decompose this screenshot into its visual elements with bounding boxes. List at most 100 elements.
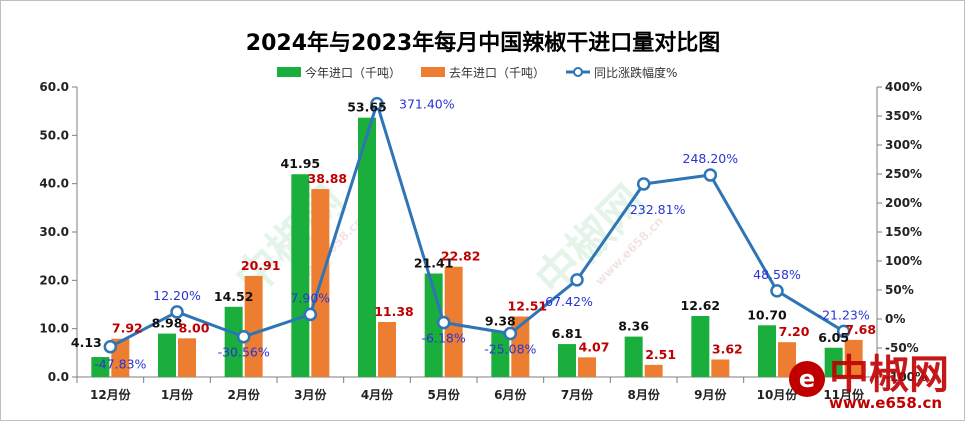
axes: 0.0 10.0 20.0 30.0 40.0 50.0 60.0 -100% -50% 0% 50…: [39, 80, 927, 402]
bar-previous: [378, 321, 396, 377]
logo-url-text: www.e658.cn: [829, 394, 942, 412]
label-current: 21.41: [414, 256, 454, 271]
right-tick-label: 150%: [885, 225, 922, 239]
label-previous: 11.38: [374, 304, 414, 319]
category-label: 8月份: [627, 387, 660, 402]
logo-brand-text: 中椒网: [829, 352, 949, 398]
label-yoy: -25.08%: [484, 342, 536, 357]
left-tick-label: 0.0: [48, 370, 69, 384]
bar-current: [158, 333, 176, 377]
bar-previous: [644, 364, 663, 377]
bar-current: [91, 357, 110, 377]
bar-current: [624, 336, 643, 377]
bars: [91, 117, 863, 378]
label-current: 8.36: [618, 319, 649, 334]
legend: 今年进口（千吨） 去年进口（千吨） 同比涨跌幅度%: [277, 65, 677, 80]
left-tick-label: 10.0: [39, 322, 69, 336]
label-previous: 7.92: [112, 321, 143, 336]
label-current: 9.38: [485, 314, 516, 329]
chart-title: 2024年与2023年每月中国辣椒干进口量对比图: [246, 30, 720, 56]
label-current: 6.05: [818, 330, 849, 345]
label-yoy: 232.81%: [630, 202, 686, 217]
legend-label-2: 同比涨跌幅度%: [594, 65, 677, 80]
legend-swatch-0: [277, 67, 301, 77]
label-yoy: 48.58%: [753, 267, 801, 282]
legend-label-0: 今年进口（千吨）: [305, 65, 401, 80]
label-yoy: -47.83%: [94, 357, 146, 372]
label-previous: 8.00: [179, 320, 210, 335]
logo-mark-letter: e: [799, 365, 815, 393]
category-label: 10月份: [757, 387, 799, 402]
right-tick-label: 200%: [885, 196, 922, 210]
left-tick-label: 40.0: [39, 177, 69, 191]
category-label: 9月份: [694, 387, 727, 402]
label-current: 8.98: [152, 316, 183, 331]
category-label: 1月份: [161, 387, 194, 402]
yoy-line: [103, 96, 851, 354]
yoy-point: [370, 96, 384, 111]
right-tick-label: 300%: [885, 138, 922, 152]
bar-previous: [244, 275, 263, 377]
label-previous: 2.51: [645, 347, 676, 362]
right-tick-label: 50%: [885, 283, 914, 297]
left-tick-label: 30.0: [39, 225, 69, 239]
yoy-line-path: [109, 102, 845, 349]
yoy-point: [303, 307, 318, 322]
label-previous: 3.62: [712, 342, 743, 357]
label-previous: 38.88: [308, 171, 348, 186]
bar-previous: [844, 339, 863, 377]
yoy-point: [570, 273, 584, 287]
yoy-point: [836, 324, 851, 339]
legend-label-1: 去年进口（千吨）: [449, 66, 545, 80]
yoy-point: [636, 177, 651, 191]
bar-current: [558, 344, 576, 377]
yoy-point: [770, 284, 784, 298]
category-label: 7月份: [561, 387, 594, 402]
label-yoy: -21.23%: [818, 307, 870, 322]
right-tick-label: 400%: [885, 80, 922, 94]
category-label: 6月份: [494, 387, 527, 402]
category-label: 11月份: [823, 387, 865, 402]
category-label: 2月份: [227, 387, 260, 402]
label-yoy: 371.40%: [399, 97, 455, 112]
label-current: 41.95: [281, 156, 321, 171]
data-labels: 4.13 7.92 -47.83% 8.988.00 12.20% 14.52 20.91 -…: [71, 97, 876, 372]
legend-swatch-1: [421, 67, 445, 77]
category-label: 12月份: [90, 387, 132, 402]
legend-marker-swatch: [573, 67, 583, 77]
bar-previous: [711, 359, 730, 377]
right-tick-label: 100%: [885, 254, 922, 268]
label-previous: 7.20: [779, 324, 810, 339]
right-tick-label: 350%: [885, 109, 922, 123]
yoy-point: [436, 315, 451, 330]
label-current: 53.65: [347, 100, 387, 115]
label-previous: 22.82: [441, 249, 481, 264]
right-tick-label: 0%: [885, 312, 905, 326]
label-yoy: 7.90%: [290, 290, 330, 305]
yoy-point: [503, 326, 518, 341]
label-yoy: 12.20%: [153, 288, 201, 303]
bar-previous: [178, 338, 196, 377]
bar-current: [224, 306, 243, 377]
yoy-point: [103, 339, 118, 354]
bar-current: [824, 347, 843, 377]
bar-previous: [578, 357, 596, 377]
yoy-point: [236, 329, 251, 344]
yoy-point: [703, 168, 718, 182]
left-tick-label: 60.0: [39, 80, 69, 94]
label-previous: 7.68: [845, 322, 876, 337]
logo-mark-icon: [789, 361, 825, 397]
bar-previous: [778, 342, 796, 377]
left-tick-label: 20.0: [39, 273, 69, 287]
label-yoy: 248.20%: [683, 151, 739, 166]
label-current: 14.52: [214, 289, 254, 304]
bar-current: [691, 316, 710, 377]
bar-previous: [444, 266, 463, 377]
category-label: 5月份: [427, 387, 460, 402]
label-current: 6.81: [552, 326, 583, 341]
right-tick-label: 250%: [885, 167, 922, 181]
category-label: 4月份: [361, 387, 394, 402]
left-tick-label: 50.0: [39, 128, 69, 142]
